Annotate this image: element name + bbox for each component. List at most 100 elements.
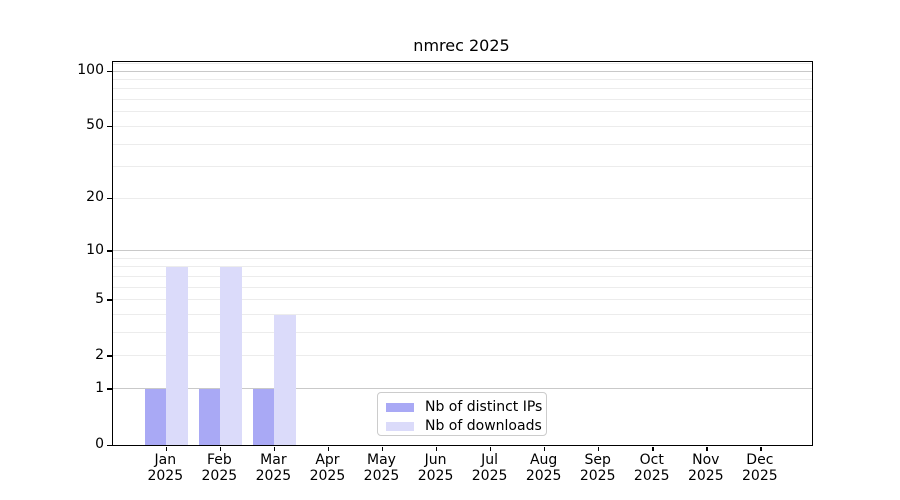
x-tick-label: Aug 2025	[504, 452, 584, 484]
x-tick-label: Jun 2025	[396, 452, 476, 484]
y-tick-label: 1	[95, 379, 104, 396]
y-tick-label: 10	[86, 241, 104, 258]
y-tick-label: 5	[95, 290, 104, 307]
y-tick	[107, 299, 112, 301]
x-tick-label: Oct 2025	[612, 452, 692, 484]
y-tick-label: 20	[86, 189, 104, 206]
minor-gridline	[113, 99, 812, 101]
y-tick-label: 50	[86, 117, 104, 134]
x-tick-month: Apr	[315, 452, 340, 468]
x-tick-year: 2025	[201, 468, 238, 484]
x-tick-label: Dec 2025	[720, 452, 800, 484]
bar-feb-ips	[198, 388, 221, 445]
x-tick-label: Feb 2025	[179, 452, 259, 484]
x-tick	[382, 446, 384, 451]
y-tick	[107, 70, 112, 72]
y-tick-label: 2	[95, 346, 104, 363]
x-tick-month: Mar	[260, 452, 287, 468]
bar-jan-downloads	[166, 266, 188, 445]
x-tick-year: 2025	[471, 468, 508, 484]
x-tick-year: 2025	[525, 468, 562, 484]
x-tick-year: 2025	[687, 468, 724, 484]
x-tick-month: Jul	[481, 452, 499, 468]
major-gridline	[113, 250, 812, 252]
x-tick	[706, 446, 708, 451]
x-tick-year: 2025	[417, 468, 454, 484]
minor-gridline	[113, 332, 812, 334]
x-tick-year: 2025	[147, 468, 184, 484]
x-tick-month: Feb	[206, 452, 232, 468]
legend-label: Nb of downloads	[425, 418, 542, 434]
x-tick-year: 2025	[633, 468, 670, 484]
y-tick	[107, 125, 112, 128]
legend-label: Nb of distinct IPs	[425, 399, 543, 415]
minor-gridline	[113, 111, 812, 113]
y-tick	[107, 197, 112, 200]
y-tick-label: 0	[95, 436, 104, 452]
x-tick-year: 2025	[742, 468, 778, 484]
x-tick-month: Dec	[746, 452, 774, 468]
x-tick-label: Jul 2025	[450, 452, 530, 484]
minor-gridline	[113, 88, 812, 90]
x-tick-year: 2025	[255, 468, 292, 484]
chart-title: nmrec 2025	[413, 36, 510, 55]
minor-gridline	[113, 276, 812, 278]
minor-gridline	[113, 62, 812, 64]
x-tick	[490, 446, 492, 451]
legend-swatch	[386, 421, 414, 431]
y-tick	[107, 355, 112, 357]
x-tick	[544, 446, 546, 451]
x-tick	[165, 446, 168, 451]
legend-swatch	[386, 402, 414, 412]
legend-entry: Nb of downloads	[386, 418, 546, 434]
x-tick-month: Jan	[154, 452, 177, 468]
minor-gridline	[113, 257, 812, 259]
x-tick-month: Aug	[529, 452, 558, 468]
x-tick-label: Apr 2025	[287, 452, 367, 484]
x-tick-label: Sep 2025	[558, 452, 638, 484]
bar-mar-ips	[252, 388, 275, 445]
x-tick	[436, 446, 438, 451]
bar-jan-ips	[144, 388, 167, 445]
x-tick-year: 2025	[309, 468, 346, 484]
minor-gridline	[113, 314, 812, 316]
y-tick	[107, 444, 112, 446]
minor-gridline	[113, 286, 812, 288]
bar-mar-downloads	[274, 314, 296, 445]
x-tick-label: Jan 2025	[125, 452, 205, 484]
x-tick-month: Oct	[639, 452, 664, 468]
x-tick-month: May	[367, 452, 396, 468]
major-gridline	[113, 70, 812, 72]
x-tick-year: 2025	[579, 468, 616, 484]
x-tick	[273, 446, 276, 451]
bar-feb-downloads	[220, 266, 242, 445]
x-tick-label: Nov 2025	[666, 452, 746, 484]
minor-gridline	[113, 299, 812, 301]
minor-gridline	[113, 79, 812, 81]
minor-gridline	[113, 143, 812, 145]
x-tick-month: Nov	[692, 452, 720, 468]
x-tick	[760, 446, 762, 451]
minor-gridline	[113, 197, 812, 199]
x-tick	[327, 446, 330, 451]
x-tick	[652, 446, 654, 451]
x-tick-year: 2025	[363, 468, 400, 484]
plot-area	[107, 61, 813, 451]
legend-entry: Nb of distinct IPs	[386, 399, 546, 415]
y-tick	[107, 250, 112, 252]
y-tick	[107, 388, 112, 390]
x-tick	[598, 446, 600, 451]
y-tick-label: 100	[77, 62, 104, 79]
minor-gridline	[113, 355, 812, 357]
major-gridline	[113, 388, 812, 390]
x-tick-month: Jun	[424, 452, 447, 468]
minor-gridline	[113, 125, 812, 127]
x-tick-label: May 2025	[342, 452, 422, 484]
x-tick-label: Mar 2025	[233, 452, 313, 484]
x-tick-month: Sep	[584, 452, 611, 468]
legend: Nb of distinct IPs Nb of downloads	[377, 392, 547, 436]
minor-gridline	[113, 266, 812, 268]
minor-gridline	[113, 166, 812, 168]
x-tick	[219, 446, 222, 451]
